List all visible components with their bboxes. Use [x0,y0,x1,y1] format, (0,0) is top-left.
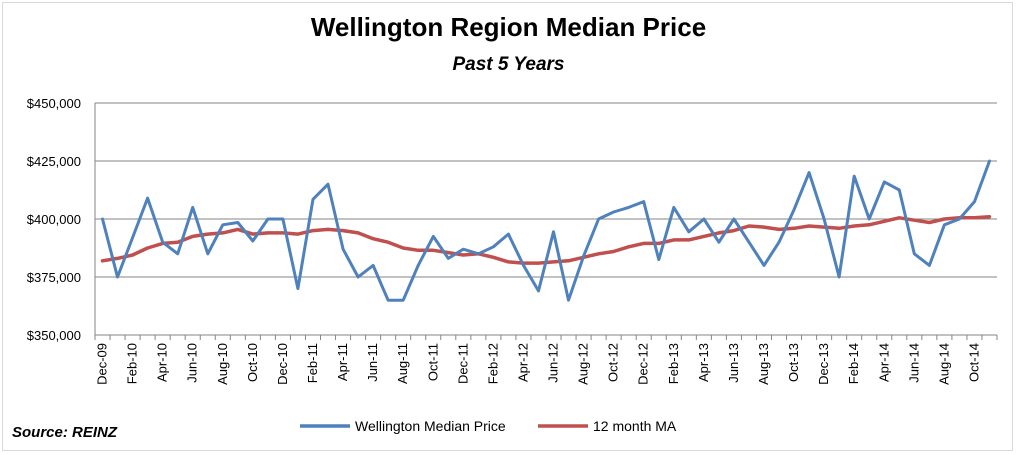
x-tick-label: Jun-13 [726,343,741,383]
x-tick-label: Jun-10 [185,343,200,383]
x-tick-label: Jun-12 [546,343,561,383]
x-tick-label: Aug-10 [215,343,230,385]
x-tick-label: Dec-13 [816,343,831,385]
x-tick-label: Jun-11 [365,343,380,382]
x-tick-label: Feb-13 [666,343,681,384]
y-tick-label: $450,000 [27,96,81,111]
x-tick-label: Aug-12 [576,343,591,385]
x-tick-label: Oct-13 [786,343,801,382]
x-tick-label: Oct-14 [966,343,981,382]
x-tick-label: Dec-10 [275,343,290,385]
x-tick-label: Oct-10 [245,343,260,382]
x-tick-label: Apr-11 [335,343,350,381]
series-line-median-price [101,159,991,302]
x-tick-label: Dec-09 [95,343,110,385]
x-tick-label: Aug-13 [756,343,771,385]
x-tick-label: Feb-12 [485,343,500,384]
x-tick-label: Oct-11 [425,343,440,381]
y-tick-label: $375,000 [27,270,81,285]
x-tick-label: Dec-11 [455,343,470,384]
x-tick-label: Dec-12 [636,343,651,385]
y-tick-label: $425,000 [27,154,81,169]
x-tick-label: Aug-14 [936,343,951,385]
source-note: Source: REINZ [12,424,118,441]
x-tick-label: Apr-14 [876,343,891,382]
legend-label-12-month-ma: 12 month MA [593,418,677,434]
x-tick-label: Feb-11 [305,343,320,383]
y-tick-label: $350,000 [27,328,81,343]
x-tick-label: Jun-14 [906,343,921,383]
chart-title: Wellington Region Median Price [310,12,707,42]
x-tick-label: Aug-11 [395,343,410,384]
x-tick-label: Feb-10 [125,343,140,384]
x-tick-label: Feb-14 [846,343,861,384]
chart-subtitle: Past 5 Years [452,54,565,75]
x-tick-label: Apr-13 [696,343,711,382]
y-tick-label: $400,000 [27,212,81,227]
x-tick-label: Oct-12 [606,343,621,382]
x-tick-label: Apr-10 [155,343,170,382]
legend-label-median-price: Wellington Median Price [355,418,506,434]
x-tick-label: Apr-12 [515,343,530,382]
